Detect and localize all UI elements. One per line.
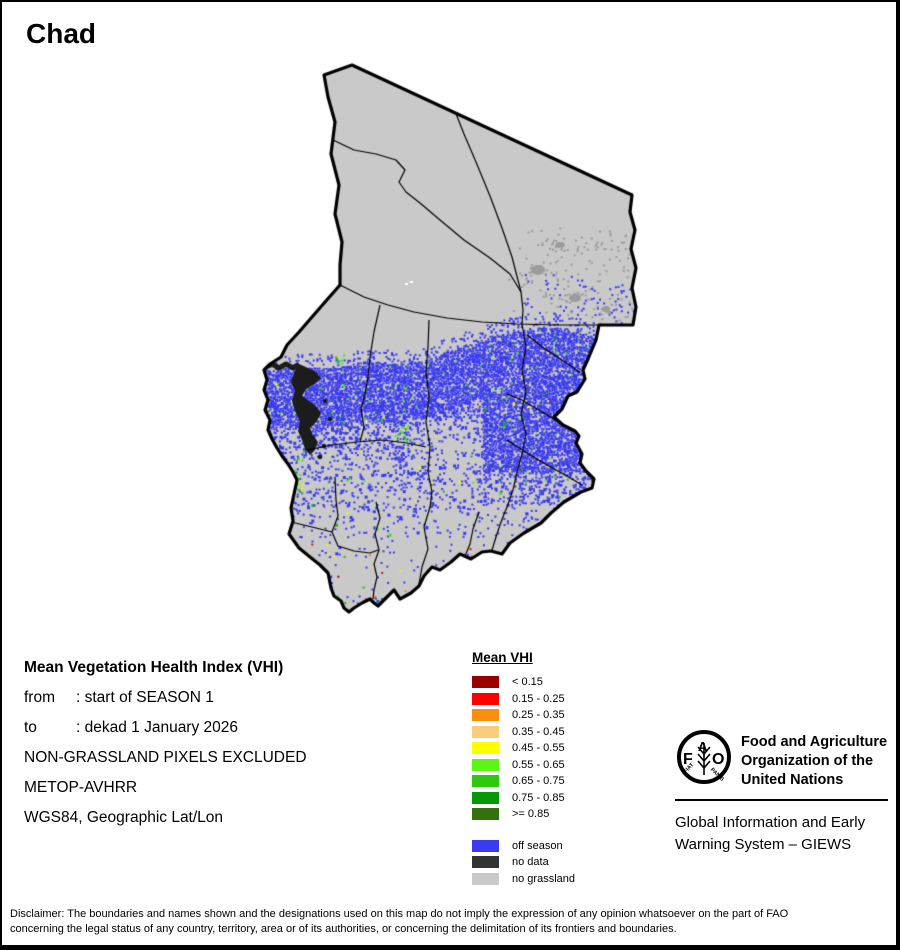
info-to-label: to bbox=[24, 719, 37, 736]
legend-classes: < 0.15 0.15 - 0.25 0.25 - 0.35 0.35 - 0.45 0… bbox=[472, 674, 575, 823]
legend-label: < 0.15 bbox=[512, 676, 543, 689]
info-note-pixels: NON-GRASSLAND PIXELS EXCLUDED bbox=[24, 749, 307, 766]
legend-swatch bbox=[472, 856, 499, 869]
legend-label: 0.15 - 0.25 bbox=[512, 692, 565, 705]
legend-label: 0.65 - 0.75 bbox=[512, 775, 565, 788]
legend-row: >= 0.85 bbox=[472, 806, 575, 823]
legend-label: no data bbox=[512, 856, 549, 869]
info-note-sensor: METOP-AVHRR bbox=[24, 779, 138, 796]
legend-row: 0.55 - 0.65 bbox=[472, 757, 575, 774]
page-title: Chad bbox=[26, 18, 96, 49]
legend-label: 0.55 - 0.65 bbox=[512, 758, 565, 771]
legend-row: 0.75 - 0.85 bbox=[472, 790, 575, 807]
fao-org-line: Food and Agriculture bbox=[741, 734, 888, 750]
legend-row: 0.25 - 0.35 bbox=[472, 707, 575, 724]
fao-logo-letter-f: F bbox=[683, 751, 693, 768]
legend-swatch bbox=[472, 758, 499, 771]
giews-line: Global Information and Early bbox=[675, 814, 866, 831]
info-to-value: : dekad 1 January 2026 bbox=[76, 719, 239, 736]
legend-extras: off season no data no grassland bbox=[472, 838, 575, 888]
giews-line: Warning System – GIEWS bbox=[675, 836, 852, 853]
legend-label: >= 0.85 bbox=[512, 808, 550, 821]
info-line-from: from : start of SEASON 1 bbox=[24, 683, 307, 713]
legend-label: 0.45 - 0.55 bbox=[512, 742, 565, 755]
legend-row: no data bbox=[472, 854, 575, 871]
info-note-projection: WGS84, Geographic Lat/Lon bbox=[24, 809, 224, 826]
legend-title: Mean VHI bbox=[472, 650, 533, 665]
legend-label: 0.35 - 0.45 bbox=[512, 725, 565, 738]
legend-swatch bbox=[472, 775, 499, 788]
legend-row: < 0.15 bbox=[472, 674, 575, 691]
wheat-ear-icon bbox=[697, 743, 711, 775]
legend-label: 0.75 - 0.85 bbox=[512, 791, 565, 804]
legend-swatch bbox=[472, 839, 499, 852]
legend-swatch bbox=[472, 791, 499, 804]
legend-label: no grassland bbox=[512, 872, 575, 885]
info-line-to: to : dekad 1 January 2026 bbox=[24, 713, 307, 743]
fao-logo-letter-o: O bbox=[712, 751, 724, 768]
legend-row: off season bbox=[472, 838, 575, 855]
legend-row: 0.65 - 0.75 bbox=[472, 773, 575, 790]
legend-row: 0.15 - 0.25 bbox=[472, 691, 575, 708]
legend-swatch bbox=[472, 808, 499, 821]
disclaimer-line: concerning the legal status of any count… bbox=[10, 923, 677, 935]
disclaimer-line: Disclaimer: The boundaries and names sho… bbox=[10, 908, 789, 920]
info-from-label: from bbox=[24, 689, 55, 706]
fao-org-name: Food and Agriculture Organization of the… bbox=[741, 733, 887, 790]
fao-logo-letter-a: A bbox=[698, 739, 708, 754]
legend-row: no grassland bbox=[472, 871, 575, 888]
legend-swatch bbox=[472, 742, 499, 755]
info-heading: Mean Vegetation Health Index (VHI) bbox=[24, 659, 284, 676]
legend-swatch bbox=[472, 676, 499, 689]
legend-row: 0.45 - 0.55 bbox=[472, 740, 575, 757]
legend-label: 0.25 - 0.35 bbox=[512, 709, 565, 722]
legend-swatch bbox=[472, 692, 499, 705]
disclaimer-text: Disclaimer: The boundaries and names sho… bbox=[10, 907, 894, 937]
legend: Mean VHI < 0.15 0.15 - 0.25 0.25 - 0.35 0.3… bbox=[472, 650, 575, 887]
giews-name: Global Information and Early Warning Sys… bbox=[675, 812, 865, 856]
fao-logo-icon: F A O FIAT PANIS bbox=[677, 730, 731, 784]
legend-label: off season bbox=[512, 839, 563, 852]
fao-org-line: United Nations bbox=[741, 772, 844, 788]
fao-divider bbox=[675, 799, 888, 801]
fao-org-line: Organization of the bbox=[741, 753, 874, 769]
legend-swatch bbox=[472, 872, 499, 885]
legend-swatch bbox=[472, 725, 499, 738]
legend-swatch bbox=[472, 709, 499, 722]
map-info-block: Mean Vegetation Health Index (VHI) from:… bbox=[24, 653, 307, 833]
legend-row: 0.35 - 0.45 bbox=[472, 724, 575, 741]
info-from-value: : start of SEASON 1 bbox=[76, 689, 214, 706]
